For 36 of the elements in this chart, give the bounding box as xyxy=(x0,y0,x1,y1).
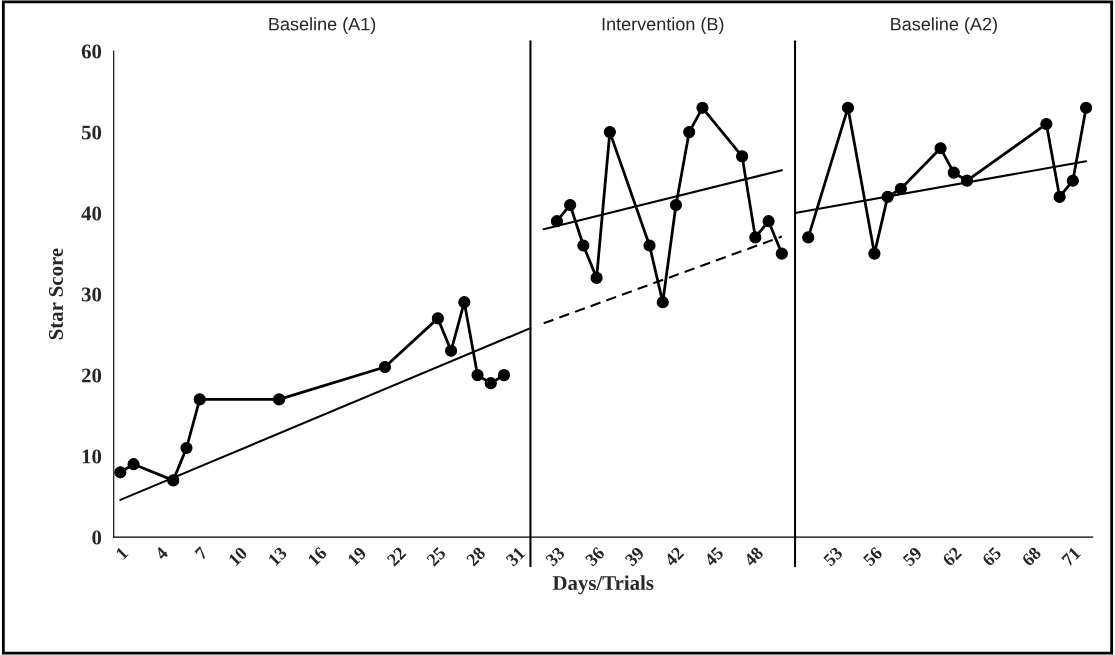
x-tick-label: 68 xyxy=(1021,546,1042,567)
text: Intervention (B) xyxy=(602,17,724,35)
x-tick-label: 45 xyxy=(703,546,725,568)
x-tick-label: 10 xyxy=(228,546,248,567)
text: Baseline (A1) xyxy=(269,17,376,35)
y-tick-label: 20 xyxy=(81,368,102,383)
x-tick-label: 33 xyxy=(545,546,566,567)
x-tick-label: 1 xyxy=(115,546,129,560)
x-tick-label: 31 xyxy=(505,546,526,567)
y-tick-label: 0 xyxy=(92,530,102,545)
y-axis-title: Star Score xyxy=(48,248,63,340)
x-axis-title: Days/Trials xyxy=(552,575,654,595)
x-tick-label: 4 xyxy=(154,546,169,561)
y-tick-label: 30 xyxy=(81,287,102,302)
x-tick-label: 48 xyxy=(743,546,764,568)
x-tick-label: 16 xyxy=(307,546,328,567)
y-tick-label: 40 xyxy=(81,206,102,221)
y-tick-label: 60 xyxy=(81,44,102,59)
x-tick-label: 53 xyxy=(822,546,844,567)
x-tick-label: 56 xyxy=(862,546,884,567)
x-tick-label: 19 xyxy=(347,546,367,567)
x-tick-label: 59 xyxy=(902,546,923,567)
x-tick-label: 22 xyxy=(386,546,407,567)
x-tick-label: 28 xyxy=(465,546,487,567)
x-tick-label: 39 xyxy=(624,546,645,567)
x-tick-label: 71 xyxy=(1061,546,1082,567)
x-tick-label: 7 xyxy=(194,546,209,560)
x-tick-label: 62 xyxy=(941,546,963,567)
x-tick-label: 65 xyxy=(981,546,1002,567)
x-tick-label: 36 xyxy=(584,546,606,567)
x-tick-label: 25 xyxy=(426,546,447,567)
text: Baseline (A2) xyxy=(891,17,997,35)
y-tick-label: 10 xyxy=(82,449,102,464)
x-tick-label: 13 xyxy=(267,546,288,567)
x-tick-label: 42 xyxy=(663,546,685,567)
y-tick-label: 50 xyxy=(81,125,102,140)
